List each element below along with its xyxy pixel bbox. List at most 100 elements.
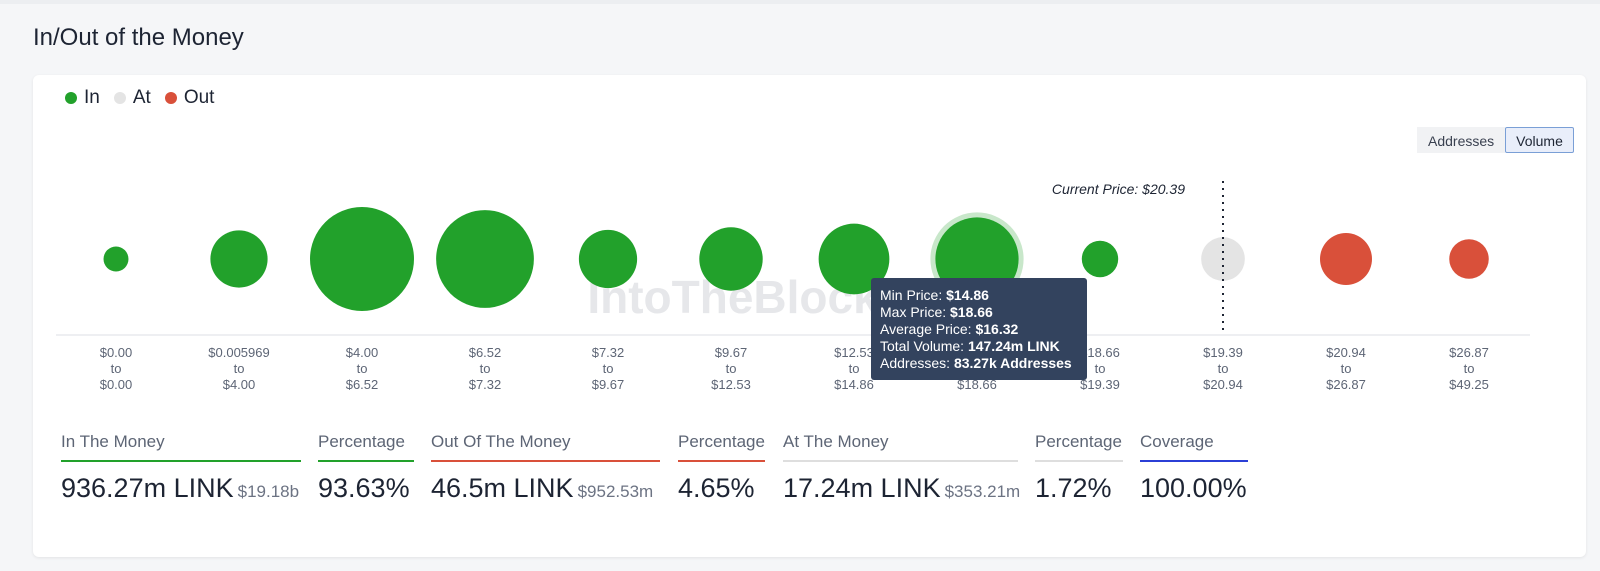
tooltip-value: $18.66 <box>950 304 993 320</box>
legend-at-dot <box>113 92 126 104</box>
tick-min-label: $12.53 <box>834 345 874 360</box>
stat-in-percentage-label: Percentage <box>318 432 405 451</box>
bubble-9[interactable] <box>1081 240 1119 278</box>
stat-in-money-value: 936.27m LINK $19.18b <box>61 473 299 504</box>
tooltip-max-price: Max Price: $18.66 <box>880 304 1079 321</box>
stat-at-percentage-value: 1.72% <box>1035 473 1112 503</box>
tooltip-label: Max Price: <box>880 304 947 320</box>
legend-item-at[interactable]: At <box>113 87 151 109</box>
tooltip-label: Min Price: <box>880 287 943 303</box>
stat-at-money-label: At The Money <box>783 432 889 451</box>
tick-to-label: to <box>726 361 737 376</box>
tick-max-label: $20.94 <box>1203 377 1243 392</box>
bubble-2[interactable] <box>210 230 268 288</box>
chart-card: In At Out Addresses Volume IntoTheBlock $… <box>33 75 1586 557</box>
stat-in-money-label: In The Money <box>61 432 165 451</box>
tick-to-label: to <box>849 361 860 376</box>
legend-item-in[interactable]: In <box>65 87 100 109</box>
tick-max-label: $12.53 <box>711 377 751 392</box>
top-divider <box>0 0 1600 4</box>
legend-out-dot <box>164 92 177 104</box>
tick-min-label: $20.94 <box>1326 345 1366 360</box>
bucket-tooltip: Min Price: $14.86 Max Price: $18.66 Aver… <box>871 278 1087 380</box>
tick-max-label: $49.25 <box>1449 377 1489 392</box>
current-price-label: Current Price: $20.39 <box>1052 181 1185 197</box>
stat-out-money-amount: 46.5m LINK <box>431 473 574 503</box>
tooltip-label: Average Price: <box>880 321 972 337</box>
tooltip-average-price: Average Price: $16.32 <box>880 321 1079 338</box>
stat-at-percentage-label: Percentage <box>1035 432 1122 451</box>
tick-to-label: to <box>1095 361 1106 376</box>
stat-coverage-label: Coverage <box>1140 432 1214 451</box>
tick-to-label: to <box>1464 361 1475 376</box>
tick-max-label: $19.39 <box>1080 377 1120 392</box>
tick-to-label: to <box>480 361 491 376</box>
legend-in-dot <box>65 92 77 104</box>
tooltip-min-price: Min Price: $14.86 <box>880 287 1079 304</box>
bubble-12[interactable] <box>1449 239 1489 279</box>
tooltip-label: Addresses: <box>880 355 951 371</box>
stat-coverage-bar <box>1140 460 1248 462</box>
tooltip-label: Total Volume: <box>880 338 965 354</box>
tick-max-label: $9.67 <box>592 377 625 392</box>
tooltip-total-volume: Total Volume: 147.24m LINK <box>880 338 1079 355</box>
legend-in-label: In <box>84 87 100 108</box>
stat-out-money-label: Out Of The Money <box>431 432 571 451</box>
stat-in-money-amount: 936.27m LINK <box>61 473 234 503</box>
tick-to-label: to <box>1218 361 1229 376</box>
legend-at-label: At <box>132 87 151 108</box>
tooltip-addresses: Addresses: 83.27k Addresses <box>880 355 1079 372</box>
bubble-6[interactable] <box>699 227 763 291</box>
tick-min-label: $6.52 <box>469 345 502 360</box>
bubble-chart: IntoTheBlock$0.00to$0.00$0.005969to$4.00… <box>56 181 1530 392</box>
tick-max-label: $7.32 <box>469 377 502 392</box>
stat-out-money-usd: $952.53m <box>577 482 654 501</box>
legend-item-out[interactable]: Out <box>164 87 215 109</box>
chart-legend: In At Out <box>65 87 214 109</box>
tick-max-label: $18.66 <box>957 377 997 392</box>
stat-out-percentage-bar <box>678 460 765 462</box>
stat-in-money-usd: $19.18b <box>237 482 300 501</box>
tick-max-label: $26.87 <box>1326 377 1366 392</box>
tick-to-label: to <box>234 361 245 376</box>
stat-in-percentage-bar <box>318 460 414 462</box>
bubble-7[interactable] <box>818 223 890 295</box>
tick-min-label: $26.87 <box>1449 345 1489 360</box>
tooltip-value: $16.32 <box>975 321 1019 337</box>
tick-min-label: $9.67 <box>715 345 748 360</box>
section-title: In/Out of the Money <box>33 24 244 51</box>
tick-min-label: $19.39 <box>1203 345 1243 360</box>
tick-min-label: $18.66 <box>1080 345 1120 360</box>
view-toggle: Addresses Volume <box>1417 127 1574 153</box>
tick-min-label: $7.32 <box>592 345 625 360</box>
tick-to-label: to <box>111 361 122 376</box>
tooltip-value: 147.24m LINK <box>967 338 1060 354</box>
stat-in-money-bar <box>61 460 301 462</box>
bubble-1[interactable] <box>103 246 129 272</box>
stat-at-money-amount: 17.24m LINK <box>783 473 941 503</box>
bubble-4[interactable] <box>436 210 534 308</box>
stat-coverage-value: 100.00% <box>1140 473 1247 503</box>
tooltip-value: $14.86 <box>946 287 989 303</box>
stat-out-percentage-value: 4.65% <box>678 473 755 503</box>
bubble-11[interactable] <box>1320 233 1372 285</box>
volume-toggle-button[interactable]: Volume <box>1505 127 1574 153</box>
stat-out-money-bar <box>431 460 660 462</box>
stat-out-percentage-label: Percentage <box>678 432 765 451</box>
stat-at-money-bar <box>783 460 1018 462</box>
tick-min-label: $0.00 <box>100 345 133 360</box>
tick-to-label: to <box>357 361 368 376</box>
addresses-toggle-button[interactable]: Addresses <box>1417 127 1506 153</box>
bubble-3[interactable] <box>310 207 414 311</box>
legend-out-label: Out <box>183 87 215 108</box>
bubble-5[interactable] <box>578 229 638 289</box>
tick-max-label: $0.00 <box>100 377 133 392</box>
tick-max-label: $14.86 <box>834 377 874 392</box>
stat-at-money-value: 17.24m LINK $353.21m <box>783 473 1020 504</box>
tooltip-value: 83.27k Addresses <box>953 355 1072 371</box>
tick-min-label: $4.00 <box>346 345 379 360</box>
stat-at-percentage-bar <box>1035 460 1123 462</box>
tick-to-label: to <box>603 361 614 376</box>
tick-max-label: $6.52 <box>346 377 379 392</box>
tick-min-label: $0.005969 <box>208 345 269 360</box>
